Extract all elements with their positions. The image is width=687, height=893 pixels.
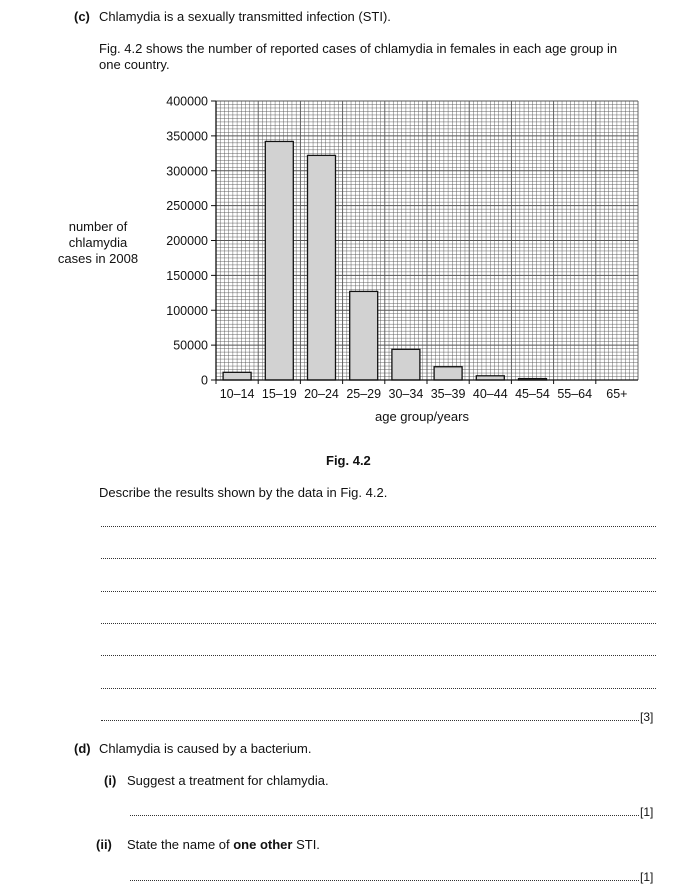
x-tick-label: 45–54 <box>515 387 550 401</box>
answer-line-c-1[interactable] <box>101 526 656 527</box>
y-axis-title: number of chlamydia cases in 2008 <box>50 219 146 267</box>
marks-d-ii: [1] <box>640 870 654 884</box>
part-d-i-label: (i) <box>104 773 117 788</box>
chart-bars <box>222 140 548 381</box>
y-tick-label: 300000 <box>166 164 208 178</box>
x-tick-label: 20–24 <box>304 387 339 401</box>
y-axis-title-line2: chlamydia <box>68 235 128 250</box>
answer-line-c-2[interactable] <box>101 558 656 559</box>
answer-line-c-7[interactable] <box>101 720 639 721</box>
chart-tick-labels: 0 50000 100000 150000 200000 250000 300000 3500… <box>166 95 627 402</box>
answer-line-c-6[interactable] <box>101 688 656 689</box>
bar-25–29 <box>349 290 379 381</box>
bar-35–39 <box>433 366 463 381</box>
y-axis-title-line3: cases in 2008 <box>57 251 139 266</box>
y-tick-label: 100000 <box>166 304 208 318</box>
x-tick-label: 25–29 <box>346 387 381 401</box>
part-c-label: (c) <box>74 9 90 24</box>
y-tick-label: 200000 <box>166 234 208 248</box>
x-tick-label: 10–14 <box>220 387 255 401</box>
x-tick-label: 55–64 <box>557 387 592 401</box>
y-tick-label: 250000 <box>166 199 208 213</box>
answer-line-c-3[interactable] <box>101 591 656 592</box>
answer-line-d-i[interactable] <box>130 815 639 816</box>
x-tick-label: 40–44 <box>473 387 508 401</box>
figure-description-line2: one country. <box>99 57 170 72</box>
answer-line-d-ii[interactable] <box>130 880 639 881</box>
part-d-ii-text-after: STI. <box>292 837 320 852</box>
marks-d-i: [1] <box>640 805 654 819</box>
y-tick-label: 0 <box>201 374 208 388</box>
question-describe: Describe the results shown by the data i… <box>99 485 388 500</box>
bar-30–34 <box>391 348 421 381</box>
answer-line-c-4[interactable] <box>101 623 656 624</box>
figure-caption: Fig. 4.2 <box>326 453 371 468</box>
x-tick-label: 30–34 <box>389 387 424 401</box>
x-axis-title: age group/years <box>375 409 469 424</box>
x-tick-label: 15–19 <box>262 387 297 401</box>
part-d-i-question: Suggest a treatment for chlamydia. <box>127 773 329 788</box>
part-c-intro: Chlamydia is a sexually transmitted infe… <box>99 9 391 24</box>
y-tick-label: 50000 <box>173 339 208 353</box>
y-tick-label: 400000 <box>166 95 208 109</box>
part-d-intro: Chlamydia is caused by a bacterium. <box>99 741 312 756</box>
part-d-ii-label: (ii) <box>96 837 112 852</box>
chart-axes <box>211 100 638 384</box>
bar-10–14 <box>222 371 252 381</box>
x-tick-label: 65+ <box>606 387 627 401</box>
y-tick-label: 350000 <box>166 129 208 143</box>
part-d-label: (d) <box>74 741 91 756</box>
answer-line-c-5[interactable] <box>101 655 656 656</box>
part-d-ii-text-before: State the name of <box>127 837 234 852</box>
part-d-ii-question: State the name of one other STI. <box>127 837 320 852</box>
part-d-ii-text-bold: one other <box>233 837 293 852</box>
marks-c: [3] <box>640 710 654 724</box>
bar-chart: 0 50000 100000 150000 200000 250000 300000 3500… <box>166 95 639 402</box>
x-tick-label: 35–39 <box>431 387 466 401</box>
figure-description-line1: Fig. 4.2 shows the number of reported ca… <box>99 41 618 56</box>
y-tick-label: 150000 <box>166 269 208 283</box>
bar-20–24 <box>306 154 337 381</box>
bar-15–19 <box>264 140 294 381</box>
y-axis-title-line1: number of <box>68 219 128 234</box>
